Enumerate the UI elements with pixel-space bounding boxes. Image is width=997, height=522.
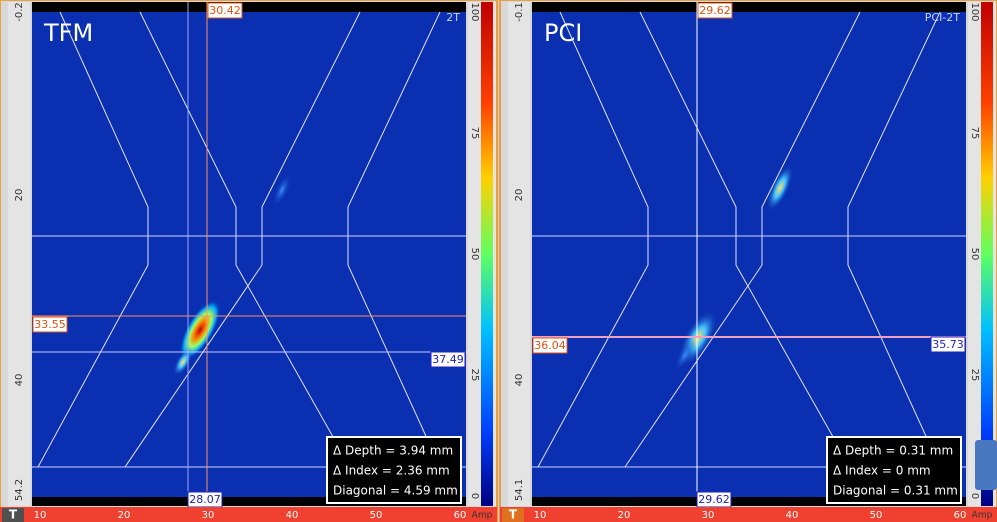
scroll-handle[interactable]	[975, 440, 997, 490]
measure-line: Δ Index = 2.36 mm	[333, 464, 450, 478]
unit-label: Amp	[472, 511, 493, 521]
image-panel: TFM 2T 30.42 28.07 33.55 37.49 Δ Depth = 3.94 …	[0, 0, 498, 522]
indication	[179, 299, 221, 361]
colorbar-label: 75	[969, 127, 980, 140]
ruler-label: 54.1	[514, 479, 525, 501]
ruler-label: -0.1	[514, 2, 525, 22]
ruler-label: 20	[514, 189, 525, 202]
ruler-label: 40	[14, 374, 25, 387]
colorbar-label: 100	[469, 2, 480, 21]
cursor-value: 37.49	[432, 353, 464, 366]
cursor-tag	[32, 316, 68, 333]
indication	[674, 338, 696, 372]
ruler-label: 40	[286, 510, 299, 521]
cursor-value: 28.07	[189, 493, 221, 506]
ruler-label: 54.2	[14, 479, 25, 501]
cursor-tag	[207, 2, 243, 19]
image-area	[32, 12, 466, 497]
view-title: TFM	[43, 19, 93, 47]
colorbar-label: 25	[469, 369, 480, 382]
cursor-value: 29.62	[698, 493, 730, 506]
ruler-label: 40	[786, 510, 799, 521]
colorbar-label: 75	[469, 127, 480, 140]
measure-line: Diagonal = 0.31 mm	[833, 484, 958, 498]
ruler-label: 30	[202, 510, 215, 521]
cursor-value: 30.42	[209, 4, 241, 17]
colorbar-label: 50	[469, 248, 480, 261]
ruler-label: 10	[34, 510, 47, 521]
measure-line: Δ Depth = 0.31 mm	[833, 444, 953, 458]
tool-button[interactable]	[2, 508, 24, 522]
view-title: PCI	[544, 19, 582, 47]
cursor-tag	[930, 336, 966, 353]
ruler-label: -0.2	[14, 2, 25, 22]
cursor-value: 33.55	[34, 318, 66, 331]
tool-icon: T	[9, 508, 18, 522]
ruler-label: 20	[118, 510, 131, 521]
bottom-ruler	[0, 507, 497, 522]
colorbar	[481, 2, 493, 506]
indication	[766, 164, 794, 212]
cursor-value: 29.62	[699, 4, 731, 17]
image-area	[532, 12, 966, 497]
tool-button[interactable]	[502, 508, 524, 522]
left-ruler	[8, 2, 30, 506]
ruler-label: 60	[454, 510, 467, 521]
mode-label: PCI-2T	[925, 11, 961, 24]
ruler-label: 30	[702, 510, 715, 521]
ruler-label: 20	[618, 510, 631, 521]
cursor-value: 35.73	[932, 338, 964, 351]
cursor-tag	[532, 337, 568, 354]
measure-line: Diagonal = 4.59 mm	[333, 484, 458, 498]
colorbar-label: 50	[969, 248, 980, 261]
measure-line: Δ Index = 0 mm	[833, 464, 931, 478]
ruler-label: 60	[954, 510, 967, 521]
cursor-value: 36.04	[534, 339, 566, 352]
mode-label: 2T	[446, 11, 460, 24]
tool-icon: T	[509, 508, 518, 522]
measure-box	[326, 436, 462, 504]
ruler-label: 50	[370, 510, 383, 521]
bottom-ruler	[500, 507, 997, 522]
colorbar-label: 100	[969, 2, 980, 21]
colorbar-label: 0	[469, 493, 480, 499]
left-ruler	[508, 2, 530, 506]
colorbar	[981, 2, 993, 506]
ruler-label: 40	[514, 374, 525, 387]
measure-line: Δ Depth = 3.94 mm	[333, 444, 453, 458]
cursor-tag	[697, 2, 733, 19]
colorbar-label: 25	[969, 369, 980, 382]
image-panel: PCI PCI-2T 29.62 29.62 36.04 35.73 Δ Depth = 0…	[499, 0, 997, 522]
cursor-tag	[430, 351, 466, 368]
ruler-label: 20	[14, 189, 25, 202]
unit-label: Amp	[972, 511, 993, 521]
colorbar-label: 0	[969, 493, 980, 499]
ruler-label: 10	[534, 510, 547, 521]
indication	[272, 173, 292, 207]
measure-box	[826, 436, 962, 504]
ruler-label: 50	[870, 510, 883, 521]
